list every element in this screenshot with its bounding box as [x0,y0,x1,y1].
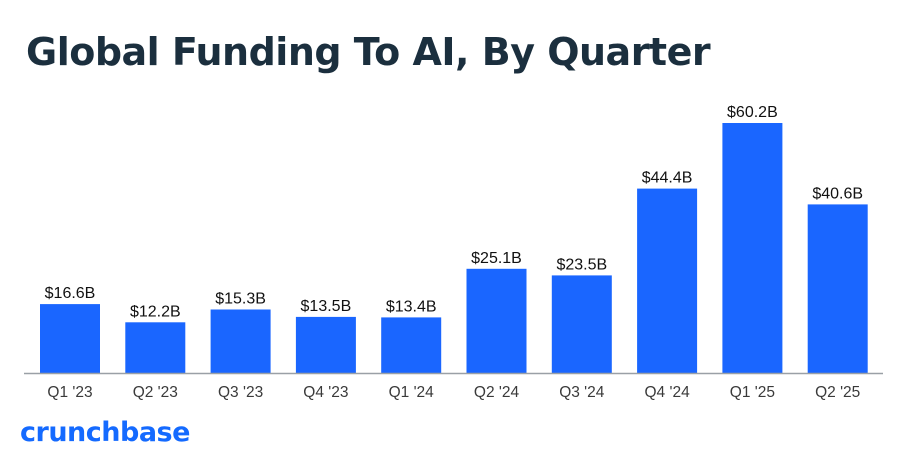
bar-q2-23 [125,322,186,373]
x-tick-label: Q2 '24 [474,384,520,401]
data-label: $15.3B [215,291,266,308]
x-tick-label: Q1 '24 [389,384,435,401]
x-tick-label: Q3 '24 [559,384,605,401]
bars-group [40,123,868,373]
chart-title: Global Funding To AI, By Quarter [26,30,711,74]
data-label: $25.1B [471,250,522,267]
x-tick-labels-group: Q1 '23 Q2 '23 Q3 '23 Q4 '23 Q1 '24 Q2 '24 Q3 '… [47,384,860,401]
crunchbase-logo: crunchbase [20,417,190,448]
bar-q2-25 [807,204,868,373]
x-tick-label: Q2 '25 [815,384,860,401]
data-label: $23.5B [556,256,607,273]
data-label: $44.4B [642,170,693,187]
bar-q4-24 [637,188,698,373]
x-tick-label: Q4 '23 [303,384,348,401]
data-label: $13.4B [386,298,437,315]
x-tick-label: Q4 '24 [645,384,691,401]
data-labels-group: $16.6B $12.2B $15.3B $13.5B $13.4B $25.1B $23.… [45,104,863,320]
x-tick-label: Q3 '23 [218,384,263,401]
x-tick-label: Q1 '25 [730,384,775,401]
data-label: $16.6B [45,285,96,302]
data-label: $60.2B [727,104,778,121]
data-label: $40.6B [812,185,863,202]
x-tick-label: Q1 '23 [47,384,92,401]
bar-q1-25 [722,123,783,373]
bar-q4-23 [295,316,356,373]
x-tick-label: Q2 '23 [133,384,178,401]
bar-q3-24 [551,275,612,373]
data-label: $13.5B [301,298,352,315]
data-label: $12.2B [130,303,181,320]
bar-q2-24 [466,268,527,373]
bar-q3-23 [210,309,271,373]
bar-q1-23 [40,304,100,373]
bar-q1-24 [381,317,442,373]
